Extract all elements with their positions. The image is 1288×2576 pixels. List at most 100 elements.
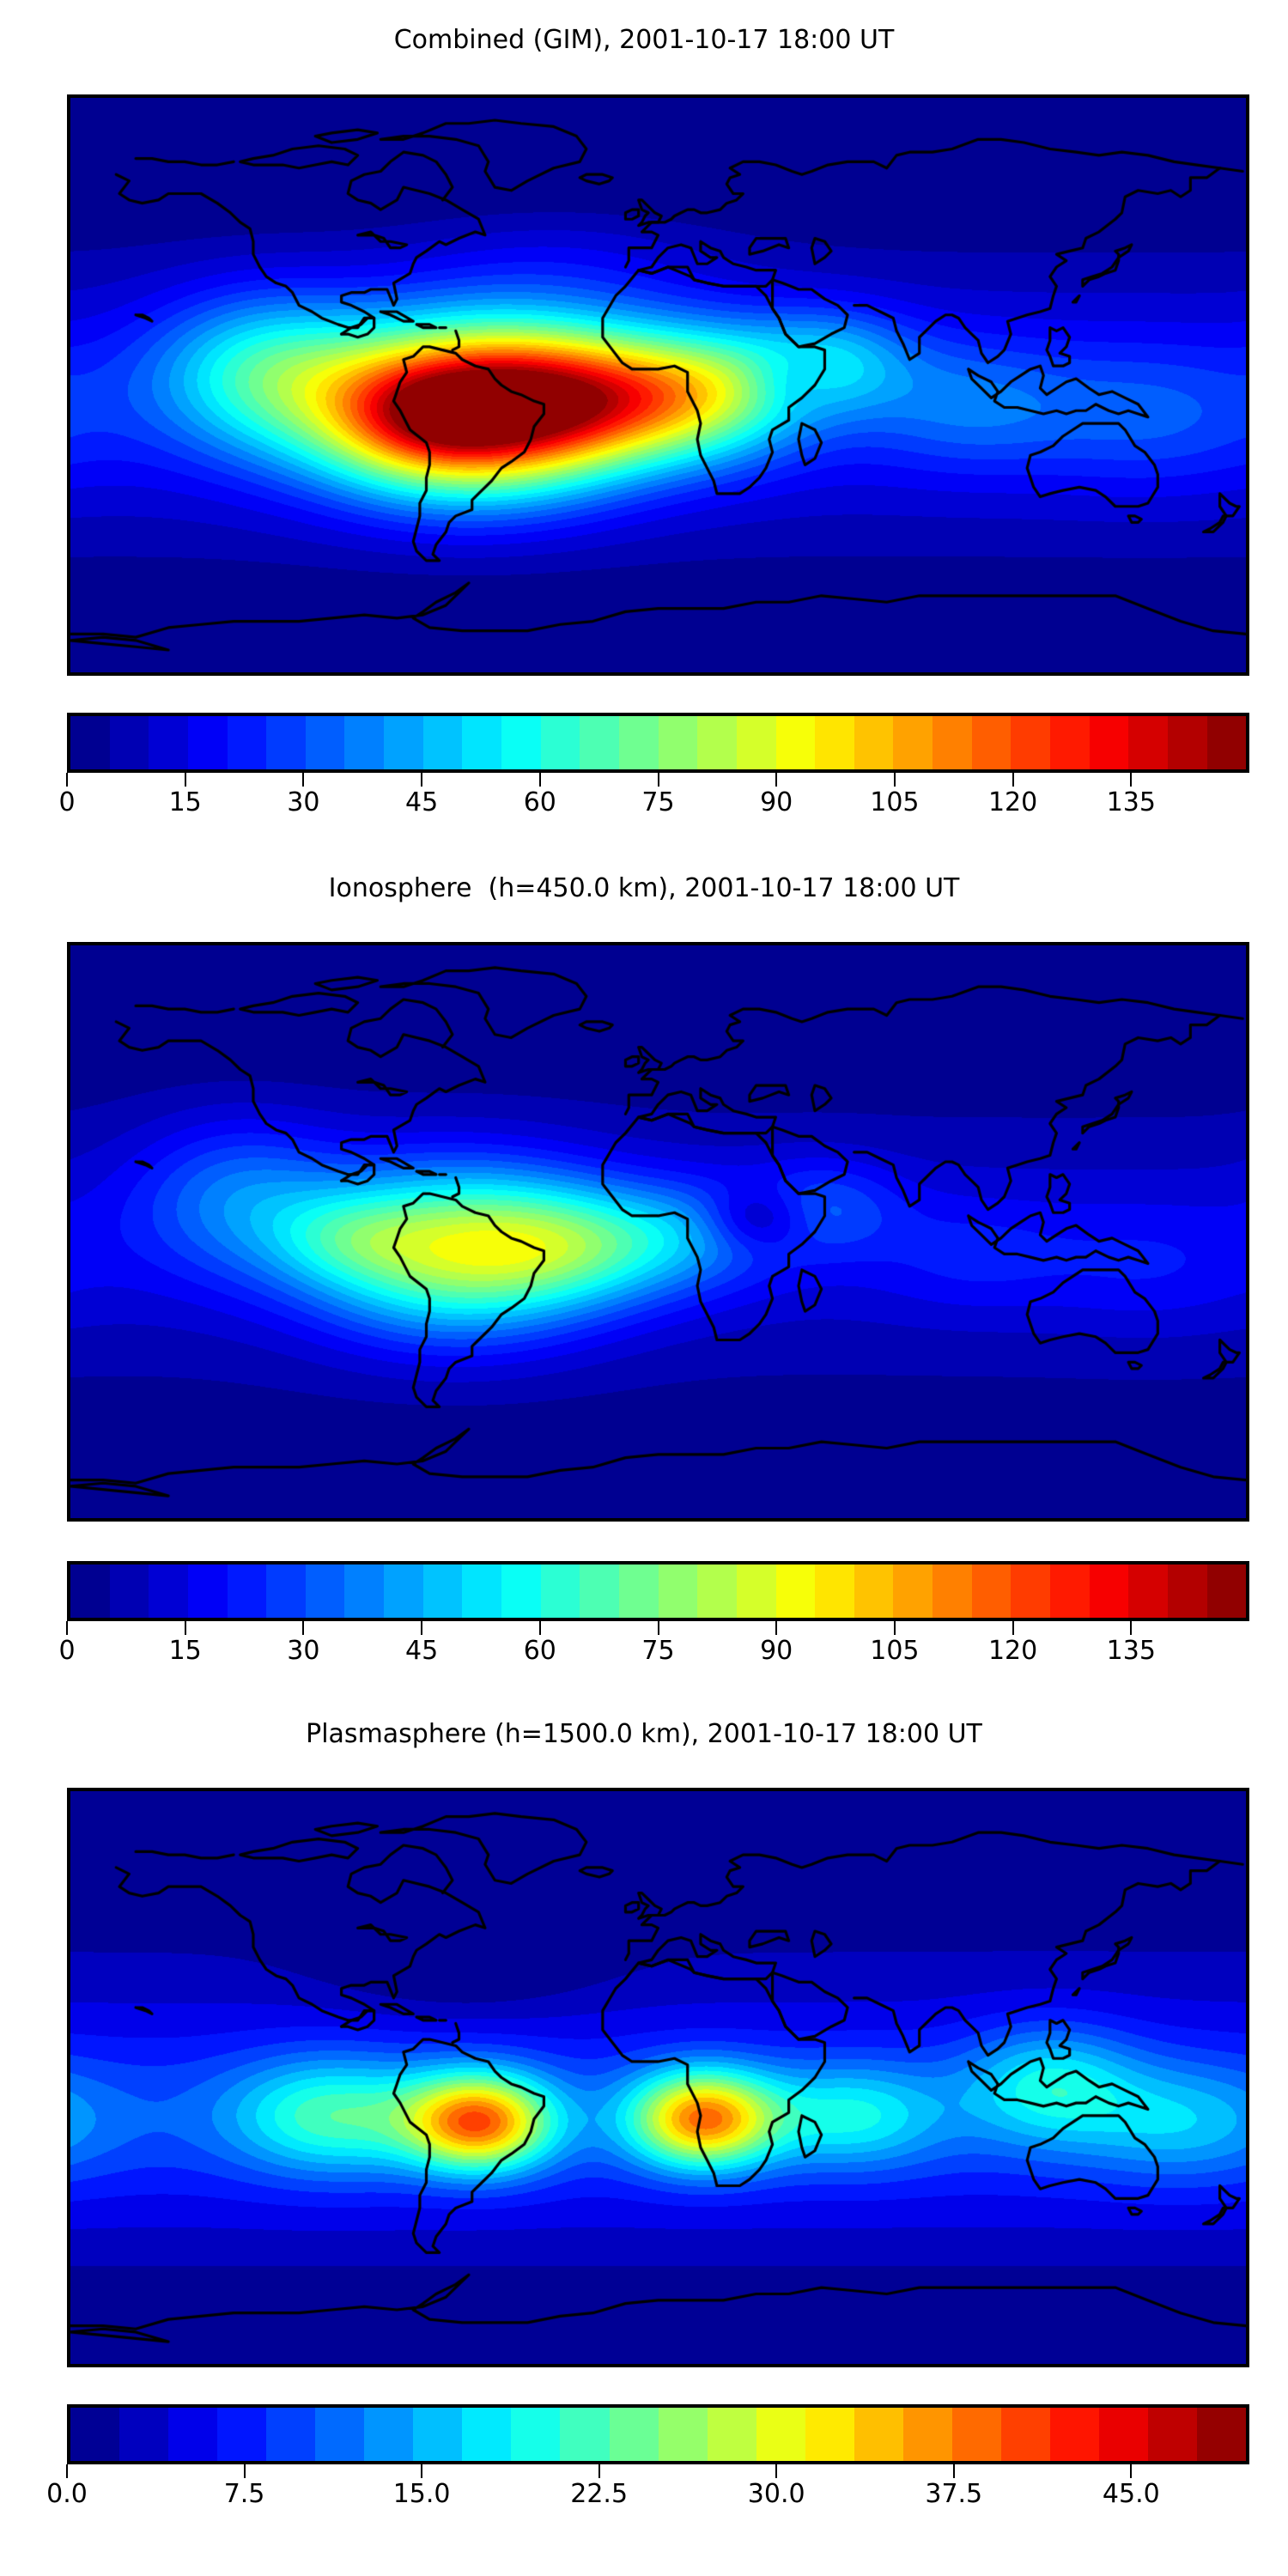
colorbar-ticklabel: 0.0	[46, 2479, 88, 2509]
colorbar-tickmark	[302, 773, 305, 787]
colorbar-band	[70, 2408, 120, 2461]
colorbar-band	[854, 2408, 903, 2461]
colorbar-tickmark	[66, 1621, 68, 1635]
colorbar-band	[618, 1564, 659, 1618]
colorbar-band	[580, 1564, 619, 1618]
colorbar-band	[805, 2408, 854, 2461]
colorbar-gradient-combined-gim	[67, 713, 1249, 773]
map-axes-plasmasphere-1500km	[67, 1788, 1249, 2367]
colorbar-tickmark	[243, 2464, 246, 2478]
colorbar-band	[697, 716, 737, 769]
colorbar-band	[344, 716, 385, 769]
colorbar-band	[109, 1564, 149, 1618]
colorbar-ticklabel: 135	[1106, 787, 1156, 817]
colorbar-band	[658, 2408, 708, 2461]
colorbar-tickmark	[538, 1621, 541, 1635]
panel-combined-gim: Combined (GIM), 2001-10-17 18:00 UT 0 15 3…	[0, 0, 1288, 859]
colorbar-tickmark	[66, 2464, 68, 2478]
colorbar-band	[775, 1564, 816, 1618]
colorbar-tickmark	[538, 773, 541, 787]
colorbar-ticklabel: 0	[58, 1636, 76, 1666]
colorbar-tickmark	[893, 773, 896, 787]
panel-ionosphere-450km: Ionosphere (h=450.0 km), 2001-10-17 18:0…	[0, 846, 1288, 1704]
colorbar-band	[902, 2408, 952, 2461]
colorbar-band	[697, 1564, 737, 1618]
colorbar-tickmark	[421, 2464, 423, 2478]
colorbar-band	[736, 1564, 776, 1618]
colorbar-band	[187, 1564, 228, 1618]
colorbar-band	[609, 2408, 659, 2461]
map-axes-ionosphere-450km	[67, 942, 1249, 1522]
colorbar-band	[893, 716, 933, 769]
colorbar-band	[815, 716, 854, 769]
colorbar-band	[1011, 716, 1051, 769]
colorbar-band	[893, 1564, 933, 1618]
colorbar-ticklabel: 30	[287, 1636, 320, 1666]
colorbar-band	[658, 1564, 698, 1618]
colorbar-band	[618, 716, 659, 769]
colorbar-ticklabel: 45.0	[1102, 2479, 1160, 2509]
colorbar-band	[511, 2408, 561, 2461]
colorbar-band	[422, 716, 463, 769]
colorbar-band	[501, 716, 541, 769]
colorbar-band	[580, 716, 619, 769]
colorbar-tickmark	[657, 773, 659, 787]
colorbar-band	[1167, 716, 1207, 769]
colorbar-band	[951, 2408, 1001, 2461]
colorbar-band	[149, 1564, 188, 1618]
colorbar-band	[1128, 716, 1168, 769]
colorbar-band	[70, 1564, 110, 1618]
colorbar-band	[227, 1564, 267, 1618]
colorbar-ticklabel: 30.0	[747, 2479, 805, 2509]
panel-title-ionosphere-450km: Ionosphere (h=450.0 km), 2001-10-17 18:0…	[328, 873, 960, 903]
colorbar-band	[266, 2408, 316, 2461]
colorbar-tickmark	[952, 2464, 955, 2478]
colorbar-tickmark	[657, 1621, 659, 1635]
colorbar-band	[501, 1564, 541, 1618]
panel-title-combined-gim: Combined (GIM), 2001-10-17 18:00 UT	[393, 25, 895, 55]
colorbar-band	[540, 716, 580, 769]
tec-heatmap-plasmasphere-1500km	[70, 1791, 1246, 2364]
colorbar-ticklabel: 37.5	[925, 2479, 983, 2509]
colorbar-band	[305, 716, 345, 769]
colorbar-band	[971, 1564, 1012, 1618]
colorbar-band	[736, 716, 776, 769]
colorbar-tickmark	[598, 2464, 600, 2478]
colorbar-tickmark	[302, 1621, 305, 1635]
colorbar-ticklabel: 7.5	[223, 2479, 265, 2509]
map-axes-combined-gim	[67, 94, 1249, 676]
colorbar-band	[384, 1564, 423, 1618]
colorbar-gradient-ionosphere-450km	[67, 1561, 1249, 1621]
colorbar-band	[462, 2408, 512, 2461]
panel-title-plasmasphere-1500km: Plasmasphere (h=1500.0 km), 2001-10-17 1…	[306, 1719, 982, 1749]
colorbar-ticklabel: 30	[287, 787, 320, 817]
colorbar-ticklabel: 120	[987, 787, 1038, 817]
colorbar-band	[384, 716, 423, 769]
colorbar-band	[1098, 2408, 1149, 2461]
colorbar-ticklabel: 135	[1106, 1636, 1156, 1666]
colorbar-ticklabel: 0	[58, 787, 76, 817]
colorbar-band	[933, 716, 972, 769]
colorbar-tickmark	[1130, 1621, 1133, 1635]
colorbar-band	[119, 2408, 169, 2461]
colorbar-ticklabel: 15	[168, 1636, 202, 1666]
colorbar-tickmark	[1012, 773, 1014, 787]
colorbar-band	[658, 716, 698, 769]
colorbar-band	[187, 716, 228, 769]
colorbar-tickmark	[1012, 1621, 1014, 1635]
colorbar-band	[1000, 2408, 1050, 2461]
colorbar-ticklabel: 15	[168, 787, 202, 817]
colorbar-band	[1089, 716, 1129, 769]
colorbar-tickmark	[421, 773, 423, 787]
colorbar-band	[815, 1564, 854, 1618]
colorbar-band	[217, 2408, 267, 2461]
colorbar-band	[1167, 1564, 1207, 1618]
colorbar-band	[70, 716, 110, 769]
colorbar-band	[168, 2408, 218, 2461]
colorbar-ticklabel: 45	[405, 1636, 439, 1666]
colorbar-band	[344, 1564, 385, 1618]
colorbar-band	[266, 1564, 306, 1618]
colorbar-ticklabel: 75	[641, 787, 675, 817]
colorbar-band	[109, 716, 149, 769]
